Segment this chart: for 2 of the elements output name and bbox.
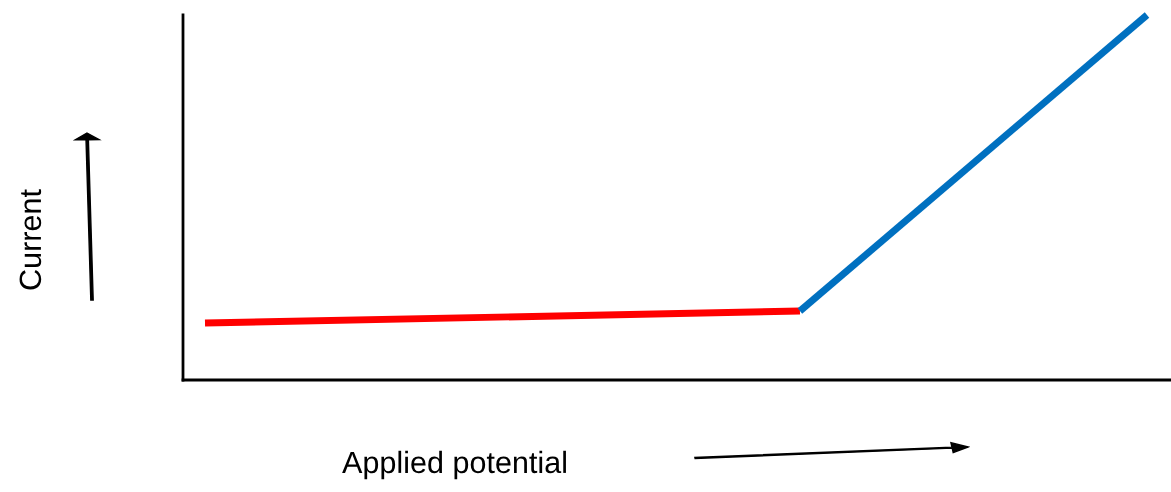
y-axis-title: Current [19, 189, 42, 290]
x-axis-title: Applied potential [342, 450, 566, 480]
